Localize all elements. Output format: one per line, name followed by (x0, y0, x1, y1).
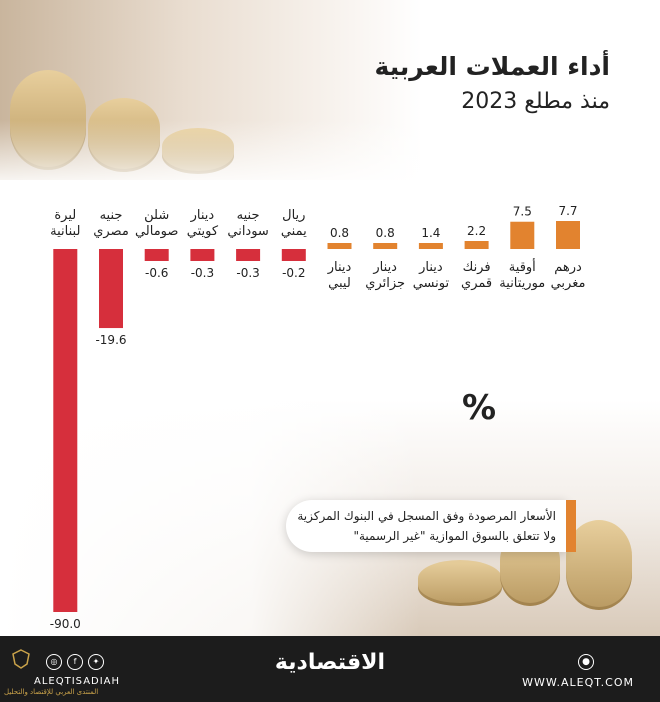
bar-10 (99, 249, 123, 329)
category-label-0-0: درهم (554, 260, 582, 275)
category-label-1-1: موريتانية (499, 276, 545, 291)
top-background-fade (0, 120, 660, 190)
value-label-4: 0.8 (376, 226, 395, 240)
bar-9 (144, 249, 169, 261)
twitter-icon[interactable]: ✦ (88, 654, 104, 670)
value-label-3: 1.4 (421, 226, 440, 240)
category-label-2-0: فرنك (463, 260, 491, 275)
bar-11 (53, 249, 78, 612)
category-label-6-0: ريال (282, 208, 305, 223)
bar-5 (327, 243, 352, 249)
instagram-icon[interactable]: ◎ (46, 654, 62, 670)
chart-title-block: أداء العملات العربية منذ مطلع 2023 (375, 52, 610, 114)
bar-4 (373, 243, 398, 249)
category-label-8-1: كويتي (187, 224, 219, 239)
category-label-9-0: شلن (144, 208, 169, 223)
bar-0 (556, 221, 580, 249)
category-label-7-1: سوداني (227, 224, 268, 239)
category-label-9-1: صومالي (135, 224, 178, 239)
category-label-8-0: دينار (190, 208, 215, 223)
category-label-5-1: ليبي (328, 276, 351, 291)
category-label-5-0: دينار (327, 260, 352, 275)
value-label-0: 7.7 (558, 204, 577, 218)
chart-title: أداء العملات العربية (374, 52, 610, 81)
note-line-2: ولا تتعلق بالسوق الموازية "غير الرسمية" (353, 529, 556, 543)
category-label-1-0: أوقية (509, 258, 536, 275)
note-text: الأسعار المرصودة وفق المسجل في البنوك ال… (297, 506, 556, 546)
bar-8 (190, 249, 215, 261)
note-line-1: الأسعار المرصودة وفق المسجل في البنوك ال… (297, 509, 556, 523)
website-link[interactable]: WWW.ALEQT.COM (522, 676, 634, 689)
brand-logo-text: الاقتصادية (274, 650, 386, 675)
social-links: ◎ f ✦ (46, 654, 104, 670)
category-label-10-1: مصري (93, 224, 129, 239)
category-label-11-1: لبنانية (50, 224, 80, 239)
category-label-2-1: قمري (461, 276, 492, 291)
crest-logo-icon (12, 649, 30, 669)
category-label-6-1: يمني (281, 224, 307, 239)
watermark-text: المنتدى العربي للإقتصاد والتحليل (4, 688, 99, 696)
unit-label: % (462, 388, 497, 428)
category-label-0-1: مغربي (551, 276, 586, 291)
bar-2 (464, 241, 489, 249)
footer-bar: ◎ f ✦ ALEQTISADIAH الاقتصادية ● WWW.ALEQ… (0, 636, 660, 702)
globe-icon: ● (578, 654, 594, 670)
value-label-7: -0.3 (236, 266, 259, 280)
note-accent-bar (566, 500, 576, 552)
category-label-3-1: تونسي (413, 276, 450, 291)
bar-3 (418, 243, 443, 249)
bar-7 (236, 249, 261, 261)
value-label-10: -19.6 (95, 333, 126, 347)
facebook-icon[interactable]: f (67, 654, 83, 670)
value-label-9: -0.6 (145, 266, 168, 280)
bar-1 (510, 221, 535, 249)
category-label-7-0: جنيه (237, 208, 260, 223)
value-label-8: -0.3 (191, 266, 214, 280)
value-label-2: 2.2 (467, 224, 486, 238)
value-label-1: 7.5 (513, 205, 532, 219)
category-label-3-0: دينار (418, 260, 443, 275)
category-label-4-0: دينار (372, 260, 397, 275)
category-label-4-1: جزائري (365, 276, 405, 291)
value-label-5: 0.8 (330, 226, 349, 240)
chart-subtitle: منذ مطلع 2023 (461, 89, 610, 114)
social-handle[interactable]: ALEQTISADIAH (34, 676, 121, 687)
category-label-10-0: جنيه (100, 208, 123, 223)
value-label-6: -0.2 (282, 266, 305, 280)
bar-6 (281, 249, 306, 261)
value-label-11: -90.0 (50, 617, 81, 631)
category-label-11-0: ليرة (54, 208, 76, 223)
note-box: الأسعار المرصودة وفق المسجل في البنوك ال… (286, 500, 576, 552)
